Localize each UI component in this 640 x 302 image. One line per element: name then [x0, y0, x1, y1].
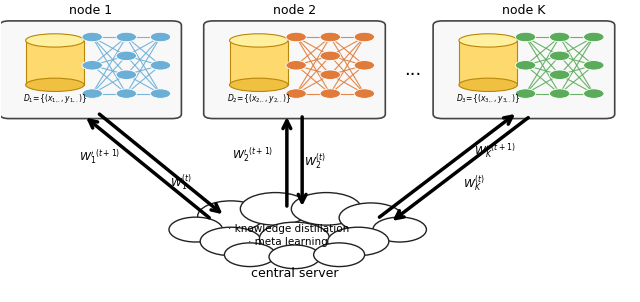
Text: $W_1^{(t)}$: $W_1^{(t)}$: [170, 172, 193, 193]
Circle shape: [291, 193, 362, 225]
Circle shape: [198, 201, 264, 232]
Circle shape: [286, 89, 307, 98]
Circle shape: [550, 32, 570, 42]
Circle shape: [515, 32, 536, 42]
Ellipse shape: [459, 34, 517, 47]
Circle shape: [515, 89, 536, 98]
Text: $W_K'^{(t+1)}$: $W_K'^{(t+1)}$: [474, 141, 516, 161]
Text: $D_2\!=\!\{(x_{2,.},y_{2,.})\}$: $D_2\!=\!\{(x_{2,.},y_{2,.})\}$: [227, 92, 291, 104]
Circle shape: [259, 222, 330, 255]
Circle shape: [354, 32, 374, 42]
Circle shape: [584, 89, 604, 98]
Text: $W_2^{(t)}$: $W_2^{(t)}$: [304, 151, 326, 172]
Circle shape: [550, 89, 570, 98]
Circle shape: [515, 61, 536, 70]
Bar: [230, 40, 288, 85]
Text: node K: node K: [502, 4, 545, 17]
Circle shape: [150, 61, 171, 70]
Text: $W_2'^{(t+1)}$: $W_2'^{(t+1)}$: [232, 146, 274, 165]
Ellipse shape: [26, 34, 84, 47]
Bar: [459, 40, 517, 85]
Text: · knowledge distillation: · knowledge distillation: [227, 224, 349, 234]
Circle shape: [320, 70, 340, 79]
Circle shape: [150, 89, 171, 98]
Circle shape: [320, 32, 340, 42]
Text: ...: ...: [404, 61, 421, 79]
Circle shape: [241, 193, 310, 225]
Ellipse shape: [230, 78, 288, 92]
Circle shape: [339, 203, 403, 233]
Text: $D_1\!=\!\{(x_{1,.},y_{1,.})\}$: $D_1\!=\!\{(x_{1,.},y_{1,.})\}$: [22, 92, 87, 104]
Text: · meta learning: · meta learning: [248, 237, 328, 247]
Ellipse shape: [26, 78, 84, 92]
Circle shape: [584, 61, 604, 70]
Circle shape: [286, 32, 307, 42]
Circle shape: [354, 89, 374, 98]
Circle shape: [169, 217, 223, 242]
Circle shape: [373, 217, 426, 242]
Circle shape: [550, 51, 570, 61]
Circle shape: [200, 227, 261, 255]
Circle shape: [225, 243, 275, 267]
Circle shape: [550, 70, 570, 79]
Circle shape: [328, 227, 389, 255]
Bar: [26, 40, 84, 85]
Circle shape: [82, 61, 102, 70]
Circle shape: [314, 243, 365, 267]
Circle shape: [116, 32, 136, 42]
Circle shape: [320, 51, 340, 61]
Text: $W_K^{(t)}$: $W_K^{(t)}$: [463, 173, 486, 194]
Circle shape: [82, 32, 102, 42]
Text: node 2: node 2: [273, 4, 316, 17]
Text: $W_1'^{(t+1)}$: $W_1'^{(t+1)}$: [79, 147, 121, 167]
Circle shape: [286, 61, 307, 70]
Text: central server: central server: [251, 268, 339, 281]
FancyBboxPatch shape: [0, 21, 181, 119]
Circle shape: [150, 32, 171, 42]
Circle shape: [354, 61, 374, 70]
Circle shape: [82, 89, 102, 98]
Text: $D_3\!=\!\{(x_{3,.},y_{3,.})\}$: $D_3\!=\!\{(x_{3,.},y_{3,.})\}$: [456, 92, 520, 104]
Circle shape: [116, 70, 136, 79]
Circle shape: [269, 245, 320, 269]
Ellipse shape: [459, 78, 517, 92]
Circle shape: [320, 89, 340, 98]
FancyBboxPatch shape: [204, 21, 385, 119]
FancyBboxPatch shape: [433, 21, 614, 119]
Circle shape: [116, 51, 136, 61]
Circle shape: [116, 89, 136, 98]
Circle shape: [584, 32, 604, 42]
Text: node 1: node 1: [69, 4, 112, 17]
Ellipse shape: [230, 34, 288, 47]
